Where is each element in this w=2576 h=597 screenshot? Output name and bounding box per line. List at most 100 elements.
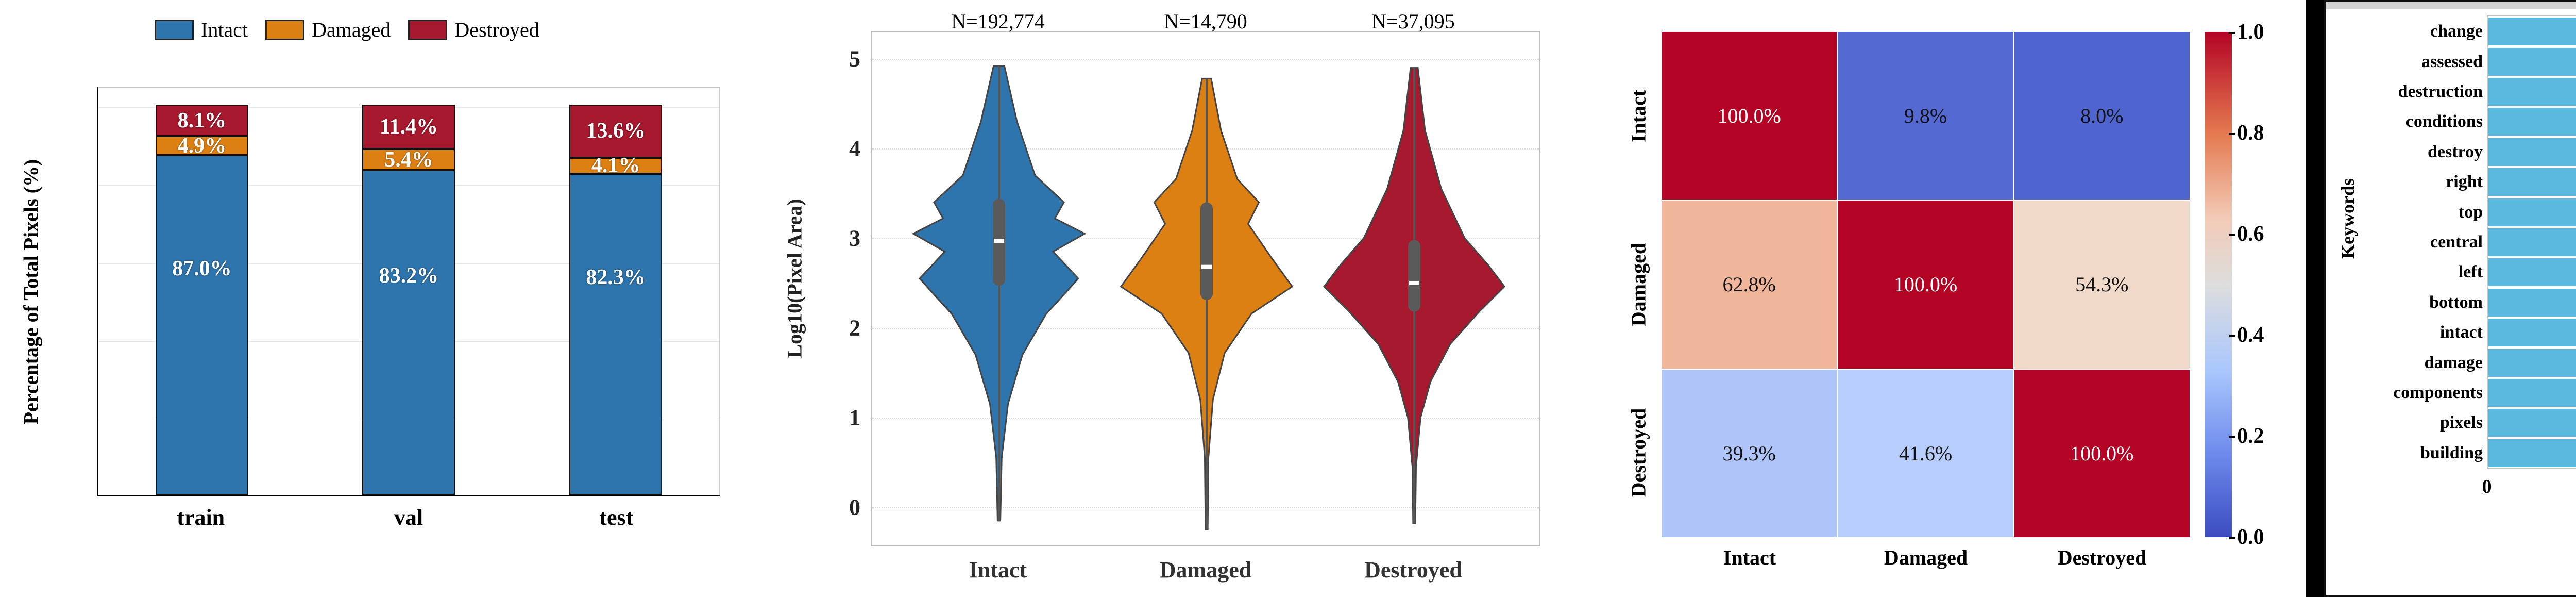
keyword-label-destruction: destruction — [2398, 82, 2483, 101]
panel-b-y-tick: 3 — [849, 225, 860, 251]
keyword-bar-bottom[interactable] — [2488, 288, 2576, 317]
panel-class-distribution: Intact Damaged Destroyed Percentage of T… — [0, 0, 762, 597]
violin-intact — [911, 65, 1087, 522]
stacked-bar-train[interactable]: 8.1% 4.9% 87.0% — [155, 88, 248, 495]
heatmap-cell[interactable]: 41.6% — [1838, 369, 2013, 537]
keyword-label-pixels: pixels — [2439, 413, 2483, 433]
violin-destroyed — [1323, 67, 1505, 524]
keyword-label-top: top — [2458, 202, 2483, 222]
panel-b-plot-area: 0 1 2 3 4 5 — [849, 31, 1540, 546]
panel-b-gridline — [872, 59, 1539, 60]
legend-swatch-damaged — [265, 19, 305, 40]
keyword-label-change: change — [2430, 22, 2483, 41]
keyword-bar-right[interactable] — [2488, 168, 2576, 196]
heatmap-cell[interactable]: 100.0% — [2014, 369, 2190, 537]
colorbar-tick: 0.8 — [2229, 121, 2264, 145]
legend-item-damaged: Damaged — [265, 18, 391, 42]
keyword-label-building: building — [2420, 443, 2483, 462]
heatmap-cell[interactable]: 8.0% — [2014, 32, 2190, 200]
bar-segment-damaged: 4.9% — [155, 134, 248, 158]
bar-segment-destroyed: 13.6% — [569, 104, 663, 158]
panel-a-x-tick-test: test — [599, 505, 634, 530]
legend-label-destroyed: Destroyed — [454, 18, 539, 41]
heatmap-cell[interactable]: 39.3% — [1662, 369, 1837, 537]
bar-segment-destroyed: 8.1% — [155, 104, 248, 137]
heatmap-col-label-intact: Intact — [1723, 546, 1776, 569]
keyword-label-components: components — [2393, 383, 2483, 402]
keyword-label-destroy: destroy — [2427, 142, 2483, 161]
keyword-label-damage: damage — [2424, 353, 2483, 372]
heatmap-col-label-damaged: Damaged — [1884, 546, 1968, 569]
keyword-label-bottom: bottom — [2429, 292, 2483, 312]
bar-segment-intact: 83.2% — [362, 170, 455, 495]
panel-b-y-tick: 0 — [849, 494, 860, 520]
panel-b-y-tick: 1 — [849, 405, 860, 430]
keyword-bar-components[interactable] — [2488, 379, 2576, 407]
keyword-bar-left[interactable] — [2488, 258, 2576, 287]
legend-item-destroyed: Destroyed — [408, 18, 539, 42]
keyword-label-central: central — [2430, 233, 2483, 252]
heatmap-colorbar — [2205, 32, 2232, 537]
keyword-bar-building[interactable] — [2488, 439, 2576, 467]
keyword-bar-central[interactable] — [2488, 228, 2576, 256]
legend-swatch-destroyed — [408, 19, 448, 40]
keyword-bar-change[interactable] — [2488, 18, 2576, 46]
keyword-bar-conditions[interactable] — [2488, 108, 2576, 136]
bar-segment-intact: 87.0% — [155, 155, 248, 495]
bar-segment-intact: 82.3% — [569, 173, 663, 495]
panel-keyword-frequency: Keywords change assessed destruction condit… — [2324, 0, 2576, 597]
panel-b-y-axis-label: Log10(Pixel Area) — [783, 198, 806, 358]
stacked-bar-test[interactable]: 13.6% 4.1% 82.3% — [569, 88, 663, 495]
keyword-bar-top[interactable] — [2488, 198, 2576, 226]
heatmap-cell[interactable]: 9.8% — [1838, 32, 2013, 200]
heatmap-row-label-damaged: Damaged — [1626, 242, 1650, 327]
panel-b-y-tick: 5 — [849, 46, 860, 72]
panel-a-plot-area: 0204060801008.1%4.9%87.0%11.4%5.4%83.2%1… — [97, 87, 720, 498]
legend: Intact Damaged Destroyed — [155, 18, 539, 42]
heatmap-row-label-intact: Intact — [1626, 89, 1650, 143]
legend-label-damaged: Damaged — [312, 18, 391, 41]
heatmap-matrix: 100.0% 9.8% 8.0% 62.8% 100.0% 54.3% 39.3% 41.6%… — [1662, 32, 2190, 537]
violin-count-damaged: N=14,790 — [1164, 10, 1247, 33]
panel-a-y-axis-label: Percentage of Total Pixels (%) — [19, 159, 43, 425]
colorbar-tick: 1.0 — [2229, 20, 2264, 44]
keyword-bar-damage[interactable] — [2488, 349, 2576, 377]
stacked-bar-val[interactable]: 11.4% 5.4% 83.2% — [362, 88, 455, 495]
panel-pixel-area-violin: Log10(Pixel Area) 0 1 2 3 4 5 N=192,774 Intact… — [762, 0, 1587, 597]
keyword-label-right: right — [2446, 172, 2483, 192]
bar-segment-damaged: 5.4% — [362, 148, 455, 172]
keyword-bar-intact[interactable] — [2488, 319, 2576, 347]
panel-d-plot-area: change assessed destruction conditions destr… — [2393, 15, 2576, 469]
panel-b-x-tick-destroyed: Destroyed — [1364, 557, 1462, 583]
panel-a-x-tick-train: train — [177, 505, 225, 530]
legend-label-intact: Intact — [201, 18, 248, 41]
legend-swatch-intact — [155, 19, 194, 40]
violin-damaged — [1120, 77, 1294, 530]
heatmap-cell[interactable]: 100.0% — [1662, 32, 1837, 200]
colorbar-tick: 0.2 — [2229, 424, 2264, 448]
panel-a-bars: 8.1% 4.9% 87.0% 11.4% 5.4% 83.2% 13.6% 4.1% 82.3… — [98, 88, 719, 495]
panel-b-y-tick: 2 — [849, 315, 860, 341]
colorbar-tick: 0.0 — [2229, 525, 2264, 549]
keyword-bar-assessed[interactable] — [2488, 47, 2576, 76]
legend-item-intact: Intact — [155, 18, 248, 42]
panel-cooccurrence-heatmap: 100.0% 9.8% 8.0% 62.8% 100.0% 54.3% 39.3% 41.6%… — [1587, 0, 2308, 597]
panel-d-top-rule — [2326, 2, 2576, 9]
keyword-label-assessed: assessed — [2421, 52, 2483, 71]
panel-d-x-tick: 0 — [2482, 476, 2492, 498]
violin-count-intact: N=192,774 — [951, 10, 1045, 33]
keyword-label-intact: intact — [2439, 323, 2483, 342]
heatmap-cell[interactable]: 100.0% — [1838, 201, 2013, 369]
heatmap-cell[interactable]: 54.3% — [2014, 201, 2190, 369]
heatmap-col-label-destroyed: Destroyed — [2057, 546, 2147, 569]
panel-d-y-axis-label: Keywords — [2337, 178, 2358, 259]
heatmap-row-label-destroyed: Destroyed — [1626, 408, 1650, 498]
keyword-label-conditions: conditions — [2405, 112, 2483, 131]
keyword-bar-destruction[interactable] — [2488, 78, 2576, 106]
keyword-bar-pixels[interactable] — [2488, 409, 2576, 437]
heatmap-cell[interactable]: 62.8% — [1662, 201, 1837, 369]
panel-b-y-tick: 4 — [849, 136, 860, 161]
keyword-label-left: left — [2458, 262, 2483, 282]
keyword-bar-destroy[interactable] — [2488, 138, 2576, 166]
